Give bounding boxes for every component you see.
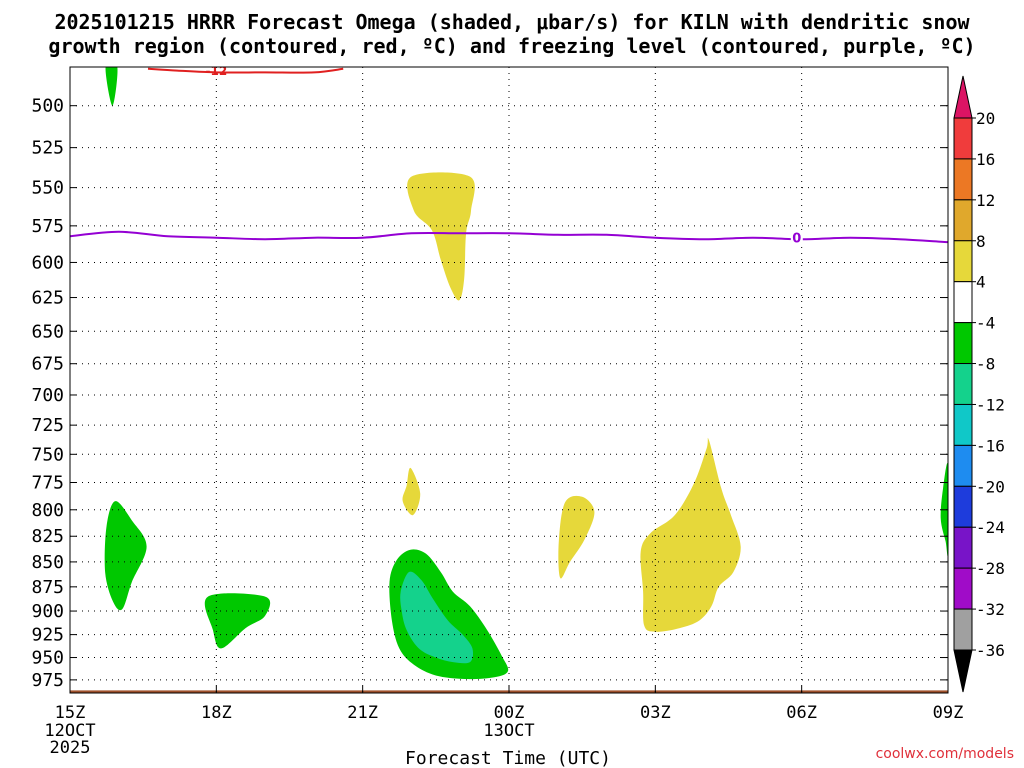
colorbar-box bbox=[953, 240, 973, 283]
x-tick-label: 18Z bbox=[201, 703, 232, 723]
dgz-contour-line bbox=[147, 67, 344, 74]
colorbar-box bbox=[953, 199, 973, 242]
y-tick-label: 550 bbox=[31, 178, 64, 199]
colorbar-box bbox=[953, 322, 973, 365]
x-tick-label: 00Z bbox=[494, 703, 525, 723]
colorbar-label: -12 bbox=[976, 395, 1005, 414]
dgz-contour-label: -12 bbox=[205, 64, 227, 78]
colorbar-label: 20 bbox=[976, 109, 995, 128]
yellow-region-small bbox=[402, 467, 421, 516]
y-tick-label: 650 bbox=[31, 321, 64, 342]
colorbar-box bbox=[953, 444, 973, 487]
axes: 500 525 550 575 600 625 650 675 700 725 750 775 800 8… bbox=[31, 66, 964, 758]
colorbar-label: -20 bbox=[976, 477, 1005, 496]
freezing-level-label: 0 bbox=[792, 232, 801, 247]
colorbar-label: -36 bbox=[976, 641, 1005, 660]
x-tick-sublabel: 2025 bbox=[50, 738, 91, 758]
colorbar-box bbox=[953, 608, 973, 651]
y-tick-label: 850 bbox=[31, 552, 64, 573]
yellow-region-upper bbox=[407, 172, 475, 301]
x-axis-label: Forecast Time (UTC) bbox=[405, 748, 611, 768]
y-tick-label: 775 bbox=[31, 472, 64, 493]
y-tick-label: 575 bbox=[31, 216, 64, 237]
colorbar-label: 16 bbox=[976, 150, 995, 169]
colorbar-label: 12 bbox=[976, 191, 995, 210]
colorbar-label: -28 bbox=[976, 559, 1005, 578]
y-tick-label: 725 bbox=[31, 415, 64, 436]
y-tick-label: 750 bbox=[31, 444, 64, 465]
y-tick-label: 525 bbox=[31, 138, 64, 159]
contours: 0 -12 bbox=[70, 64, 948, 247]
x-tick-label: 06Z bbox=[786, 703, 817, 723]
x-tick-label: 03Z bbox=[640, 703, 671, 723]
y-tick-label: 600 bbox=[31, 252, 64, 273]
colorbar-box bbox=[953, 485, 973, 528]
colorbar-bottom-triangle bbox=[953, 649, 973, 693]
colorbar-box bbox=[953, 363, 973, 405]
y-tick-label: 925 bbox=[31, 625, 64, 646]
y-tick-label: 975 bbox=[31, 670, 64, 691]
y-tick-label: 800 bbox=[31, 500, 64, 521]
colorbar-box bbox=[953, 403, 973, 446]
colorbar-box bbox=[953, 281, 973, 324]
y-tick-label: 700 bbox=[31, 385, 64, 406]
chart-title-line1: 2025101215 HRRR Forecast Omega (shaded, … bbox=[54, 10, 970, 34]
colorbar-box bbox=[953, 567, 973, 610]
colorbar-label: 8 bbox=[976, 232, 986, 251]
watermark: coolwx.com/models bbox=[875, 746, 1014, 762]
colorbar-label: -16 bbox=[976, 436, 1005, 455]
chart-title-line2: growth region (contoured, red, ºC) and f… bbox=[48, 34, 976, 58]
y-tick-label: 875 bbox=[31, 577, 64, 598]
yellow-region-mid bbox=[558, 495, 595, 579]
green-region-mid bbox=[204, 593, 271, 649]
green-region-top bbox=[105, 67, 118, 106]
colorbar-top-triangle bbox=[953, 75, 973, 119]
freezing-level-label-bg bbox=[790, 230, 803, 245]
y-tick-label: 950 bbox=[31, 648, 64, 669]
green-region-left bbox=[104, 501, 147, 611]
colorbar-label: -8 bbox=[976, 355, 995, 374]
colorbar-box bbox=[953, 526, 973, 569]
teal-region-center bbox=[400, 571, 474, 664]
colorbar-box bbox=[953, 158, 973, 201]
colorbar-label: -24 bbox=[976, 518, 1005, 537]
colorbar-label: -4 bbox=[976, 314, 995, 333]
x-tick-sublabel: 12OCT bbox=[44, 721, 95, 741]
y-tick-label: 625 bbox=[31, 288, 64, 309]
colorbar: 20 16 12 8 4 -4 -8 -12 -16 -20 -24 -28 -32 -36 bbox=[953, 75, 1005, 693]
omega-shading bbox=[70, 67, 948, 693]
freezing-level-line bbox=[70, 230, 948, 244]
grid-lines bbox=[70, 67, 948, 693]
colorbar-box bbox=[953, 117, 973, 160]
x-tick-sublabel: 13OCT bbox=[483, 721, 534, 741]
yellow-region-right bbox=[640, 437, 741, 632]
x-tick-label: 21Z bbox=[347, 703, 378, 723]
x-tick-label: 09Z bbox=[933, 703, 964, 723]
y-tick-label: 825 bbox=[31, 526, 64, 547]
colorbar-label: 4 bbox=[976, 273, 986, 292]
y-tick-label: 500 bbox=[31, 96, 64, 117]
colorbar-label: -32 bbox=[976, 600, 1005, 619]
y-tick-label: 675 bbox=[31, 354, 64, 375]
x-tick-label: 15Z bbox=[55, 703, 86, 723]
y-tick-label: 900 bbox=[31, 601, 64, 622]
